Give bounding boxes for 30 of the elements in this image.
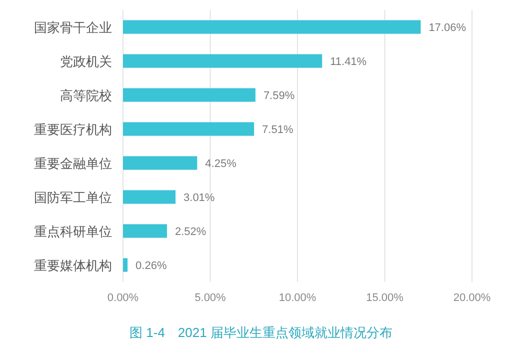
bar — [123, 20, 421, 34]
data-label: 0.26% — [136, 260, 167, 272]
bar — [123, 122, 254, 136]
bar — [123, 224, 167, 238]
x-tick-label: 10.00% — [278, 292, 316, 304]
y-tick-label: 重要媒体机构 — [34, 258, 112, 273]
data-label: 17.06% — [428, 22, 466, 34]
y-tick-label: 国家骨干企业 — [34, 20, 112, 35]
x-tick-label: 15.00% — [366, 292, 404, 304]
y-tick-label: 党政机关 — [60, 54, 112, 69]
bar — [123, 258, 128, 272]
y-tick-label: 重要医疗机构 — [34, 122, 112, 137]
data-label: 2.52% — [174, 226, 206, 238]
data-label: 4.25% — [205, 158, 237, 170]
y-tick-label: 重点科研单位 — [34, 224, 112, 239]
x-tick-label: 0.00% — [107, 292, 139, 304]
y-tick-label: 重要金融单位 — [34, 156, 112, 171]
bar — [123, 156, 198, 170]
y-tick-label: 国防军工单位 — [34, 190, 112, 205]
data-label: 7.51% — [262, 124, 294, 136]
bar — [123, 54, 322, 68]
x-tick-label: 5.00% — [194, 292, 226, 304]
text: 图 1-4 2021 届毕业生重点领域就业情况分布 — [130, 325, 392, 340]
x-tick-label: 20.00% — [453, 292, 491, 304]
bar — [123, 190, 176, 204]
data-label: 7.59% — [263, 90, 295, 102]
bar — [123, 88, 256, 102]
data-label: 3.01% — [184, 192, 215, 204]
data-label: 11.41% — [330, 56, 367, 68]
y-tick-label: 高等院校 — [60, 88, 112, 103]
